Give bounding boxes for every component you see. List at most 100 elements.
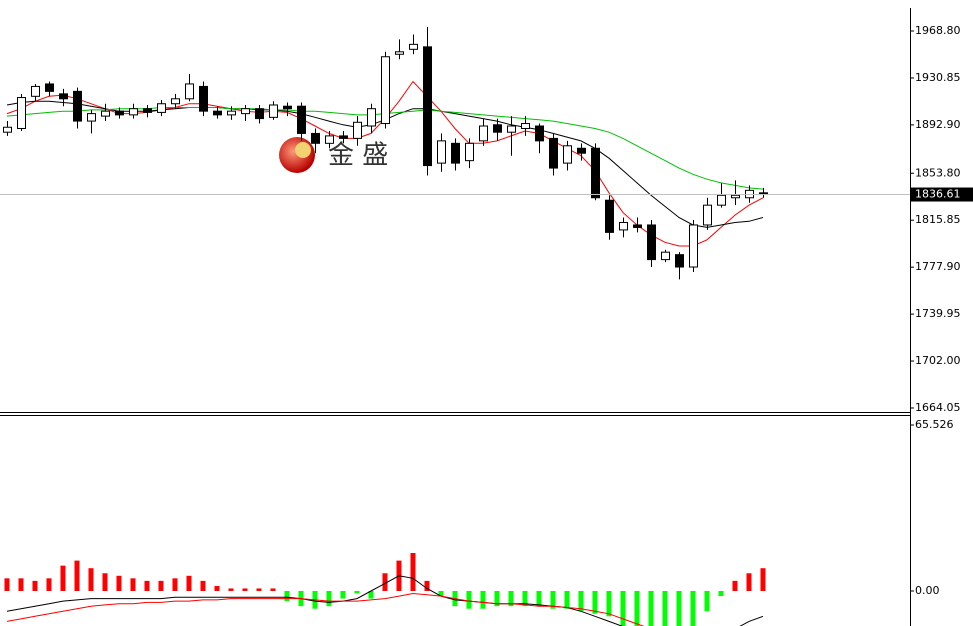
histogram-bar — [158, 580, 164, 591]
histogram-bar — [130, 578, 136, 591]
candle-body — [73, 90, 82, 122]
histogram-bar — [760, 568, 766, 591]
y-tick-label: 1930.85 — [915, 71, 961, 84]
histogram-bar — [438, 590, 444, 597]
histogram-bar — [718, 590, 724, 597]
candle-body — [269, 104, 278, 118]
indicator-line — [6, 592, 645, 626]
price-panel — [0, 27, 910, 280]
histogram-bar — [284, 590, 290, 602]
histogram-bar — [634, 590, 640, 626]
y-tick-label: 1815.85 — [915, 213, 961, 226]
candle-body — [395, 51, 404, 55]
candle-body — [101, 110, 110, 117]
candle-body — [381, 56, 390, 125]
candle-body — [549, 137, 558, 169]
candle-body — [3, 126, 12, 133]
histogram-bar — [60, 565, 66, 591]
histogram-bar — [578, 590, 584, 612]
histogram-bar — [620, 590, 626, 626]
candle-body — [647, 224, 656, 261]
y-tick-label: 1968.80 — [915, 24, 961, 37]
histogram-bar — [18, 578, 24, 591]
histogram-bar — [102, 573, 108, 591]
histogram-bar — [424, 580, 430, 591]
candle-body — [325, 135, 334, 144]
histogram-bar — [466, 590, 472, 609]
candle-body — [605, 199, 614, 233]
candle-body — [521, 123, 530, 129]
candle-body — [437, 140, 446, 164]
candle-body — [633, 224, 642, 228]
candle-body — [479, 125, 488, 142]
candle-body — [675, 254, 684, 268]
histogram-bar — [74, 560, 80, 591]
current-price-box — [911, 187, 973, 202]
histogram-bar — [732, 580, 738, 591]
histogram-bar — [214, 585, 220, 591]
candle-body — [731, 194, 740, 199]
candle-body — [409, 43, 418, 50]
candle-body — [591, 147, 600, 199]
candle-body — [689, 224, 698, 268]
histogram-bar — [368, 590, 374, 599]
histogram-bar — [704, 590, 710, 612]
candle-body — [241, 108, 250, 115]
candle-body — [465, 142, 474, 162]
candle-body — [311, 132, 320, 144]
histogram-bar — [340, 590, 346, 599]
candle-body — [717, 194, 726, 206]
histogram-bar — [4, 578, 10, 591]
y-tick-label: 1739.95 — [915, 307, 961, 320]
candle-body — [185, 83, 194, 100]
histogram-bar — [116, 575, 122, 591]
histogram-bar — [648, 590, 654, 626]
indicator-line — [6, 575, 764, 626]
histogram-bar — [382, 573, 388, 591]
histogram-bar — [186, 575, 192, 591]
y-tick-label: 1853.80 — [915, 166, 961, 179]
candle-body — [45, 83, 54, 92]
current-price-label: 1836.61 — [915, 188, 961, 201]
histogram-bar — [354, 590, 360, 594]
y-tick-label: 1892.90 — [915, 118, 961, 131]
candle-body — [17, 97, 26, 129]
y-tick-label: 65.526 — [915, 418, 954, 431]
histogram-bar — [676, 590, 682, 626]
candle-body — [31, 85, 40, 97]
candle-body — [87, 113, 96, 122]
candle-body — [703, 204, 712, 226]
histogram-bar — [662, 590, 668, 626]
candle-body — [367, 108, 376, 127]
candle-body — [283, 105, 292, 110]
histogram-bar — [522, 590, 528, 607]
candle-body — [661, 251, 670, 261]
candle-body — [255, 108, 264, 120]
candle-body — [577, 147, 586, 154]
logo-inner — [295, 142, 311, 158]
candle-body — [143, 108, 152, 113]
candle-body — [507, 125, 516, 133]
watermark: 金 盛 — [279, 137, 388, 173]
watermark-text: 金 盛 — [328, 141, 388, 171]
y-tick-label: 1777.90 — [915, 260, 961, 273]
histogram-bar — [256, 588, 262, 591]
candle-body — [59, 93, 68, 100]
candle-body — [171, 98, 180, 105]
histogram-bar — [480, 590, 486, 609]
candle-body — [493, 124, 502, 133]
histogram-bar — [242, 588, 248, 591]
histogram-bar — [228, 588, 234, 591]
histogram-bar — [88, 568, 94, 591]
histogram-bar — [326, 590, 332, 607]
candle-body — [157, 103, 166, 113]
histogram-bar — [494, 590, 500, 607]
candle-body — [115, 110, 124, 116]
histogram-bar — [200, 580, 206, 591]
candle-body — [451, 142, 460, 164]
candle-body — [563, 145, 572, 164]
histogram-bar — [550, 590, 556, 609]
candle-body — [353, 121, 362, 139]
